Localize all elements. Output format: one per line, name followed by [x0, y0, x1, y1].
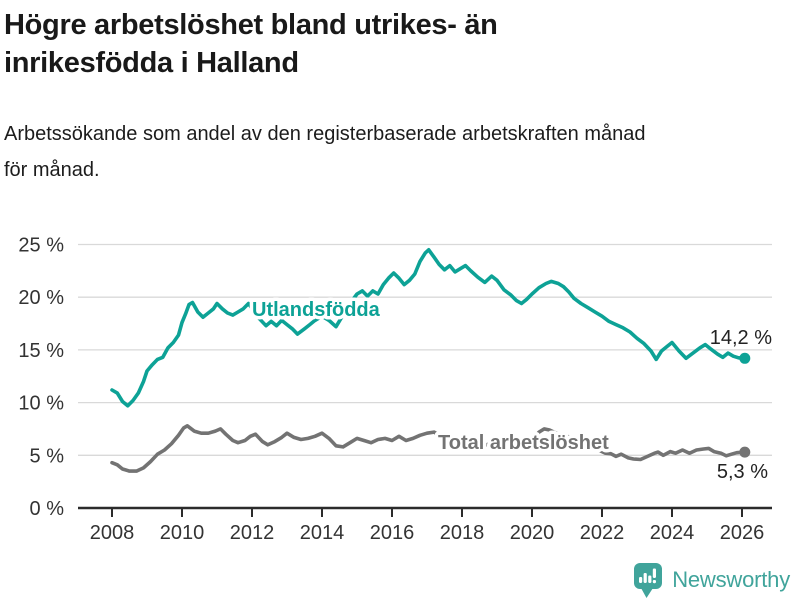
- x-tick-label: 2018: [440, 522, 485, 544]
- logo-bar-chart-glyph: [639, 568, 657, 583]
- x-tick-label: 2012: [230, 522, 275, 544]
- series-end-dot: [739, 446, 751, 458]
- x-tick-label: 2008: [90, 522, 135, 544]
- chart-subtitle: Arbetssökande som andel av den registerb…: [4, 116, 784, 188]
- y-tick-label: 0 %: [30, 498, 65, 520]
- x-tick-label: 2022: [580, 522, 625, 544]
- series-end-value-label: 5,3 %: [717, 461, 768, 483]
- series-line: [110, 248, 747, 408]
- y-tick-label: 5 %: [30, 445, 65, 467]
- page-title: Högre arbetslöshet bland utrikes- än inr…: [4, 6, 784, 82]
- y-tick-label: 25 %: [18, 235, 64, 257]
- x-tick-label: 2020: [510, 522, 555, 544]
- series-end-value-label: 14,2 %: [710, 327, 772, 349]
- subtitle-line-1: Arbetssökande som andel av den registerb…: [4, 123, 646, 145]
- x-tick-label: 2026: [720, 522, 765, 544]
- newsworthy-brand-name: Newsworthy: [672, 567, 790, 592]
- subtitle-line-2: för månad.: [4, 159, 100, 181]
- title-line-1: Högre arbetslöshet bland utrikes- än: [4, 9, 498, 41]
- newsworthy-branding: Newsworthy: [633, 561, 790, 599]
- x-tick-label: 2016: [370, 522, 415, 544]
- x-tick-label: 2014: [300, 522, 345, 544]
- series-label: Utlandsfödda: [252, 299, 381, 321]
- newsworthy-logo-icon: [634, 562, 663, 598]
- series-label: Total arbetslöshet: [438, 432, 609, 454]
- series-line: [110, 423, 747, 473]
- y-tick-label: 20 %: [18, 287, 64, 309]
- series-end-dot: [739, 352, 751, 364]
- y-tick-label: 10 %: [18, 393, 64, 415]
- x-tick-label: 2024: [650, 522, 695, 544]
- x-tick-label: 2010: [160, 522, 205, 544]
- title-line-2: inrikesfödda i Halland: [4, 47, 299, 79]
- y-tick-label: 15 %: [18, 340, 64, 362]
